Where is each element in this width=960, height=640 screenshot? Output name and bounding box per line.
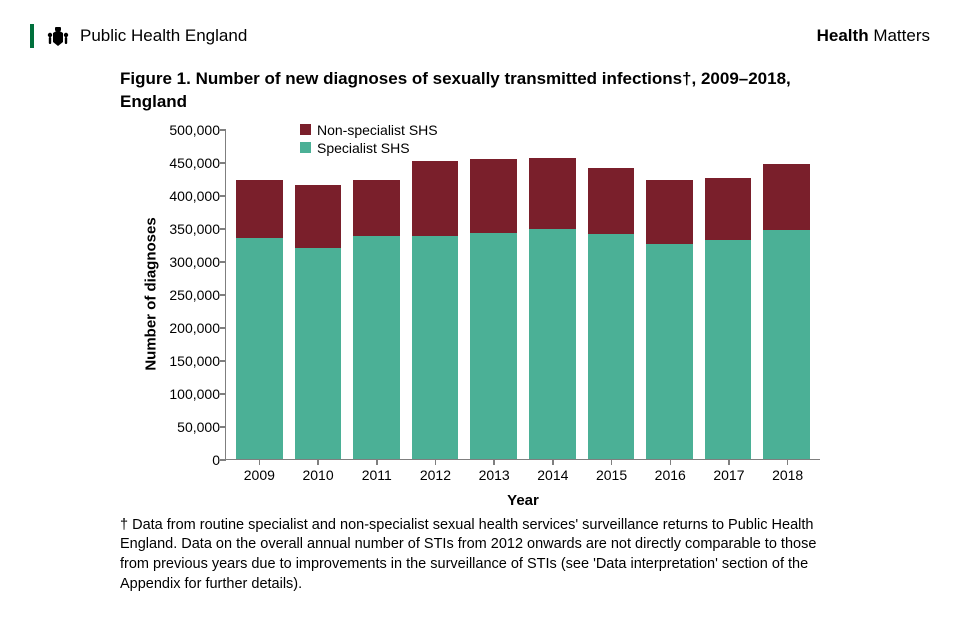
x-tick-label: 2009: [244, 467, 275, 483]
x-tick-label: 2012: [420, 467, 451, 483]
bar-segment-non-specialist: [470, 159, 517, 233]
x-tick-mark: [435, 459, 437, 465]
bar-segment-non-specialist: [295, 185, 342, 248]
header-right-rest: Matters: [869, 26, 930, 45]
brand-text: Public Health England: [80, 26, 247, 46]
y-tick-mark: [220, 360, 226, 362]
x-tick-mark: [728, 459, 730, 465]
y-tick-mark: [220, 195, 226, 197]
y-tick-label: 450,000: [160, 155, 220, 171]
bars-container: [226, 130, 820, 459]
bar-segment-specialist: [529, 229, 576, 459]
bar-segment-specialist: [470, 233, 517, 459]
y-axis-title: Number of diagnoses: [143, 218, 160, 371]
bar-column: [353, 130, 400, 459]
x-tick-label: 2011: [362, 467, 392, 483]
x-tick-mark: [259, 459, 261, 465]
y-tick-mark: [220, 228, 226, 230]
bar-segment-specialist: [353, 236, 400, 458]
figure-title: Figure 1. Number of new diagnoses of sex…: [120, 68, 840, 114]
bar-column: [705, 130, 752, 459]
bar-segment-non-specialist: [588, 168, 635, 234]
x-axis-title: Year: [507, 492, 539, 509]
bar-column: [588, 130, 635, 459]
y-tick-mark: [220, 426, 226, 428]
bar-column: [529, 130, 576, 459]
x-tick-label: 2015: [596, 467, 627, 483]
x-tick-label: 2016: [655, 467, 686, 483]
y-tick-mark: [220, 261, 226, 263]
bar-segment-non-specialist: [529, 158, 576, 229]
x-tick-mark: [493, 459, 495, 465]
y-tick-mark: [220, 129, 226, 131]
y-tick-mark: [220, 162, 226, 164]
brand-block: Public Health England: [30, 24, 247, 48]
y-tick-mark: [220, 327, 226, 329]
x-tick-mark: [611, 459, 613, 465]
bar-column: [295, 130, 342, 459]
content: Figure 1. Number of new diagnoses of sex…: [0, 58, 960, 594]
page-header: Public Health England Health Matters: [0, 0, 960, 58]
y-tick-label: 300,000: [160, 254, 220, 270]
chart: Non-specialist SHS Specialist SHS Number…: [120, 122, 840, 512]
footnote: † Data from routine specialist and non-s…: [120, 516, 840, 594]
y-tick-label: 150,000: [160, 353, 220, 369]
y-tick-mark: [220, 393, 226, 395]
x-tick-mark: [787, 459, 789, 465]
bar-segment-non-specialist: [353, 180, 400, 237]
bar-column: [763, 130, 810, 459]
y-tick-mark: [220, 294, 226, 296]
bar-segment-specialist: [295, 248, 342, 459]
y-tick-label: 0: [160, 452, 220, 468]
x-tick-label: 2017: [713, 467, 744, 483]
bar-segment-specialist: [646, 244, 693, 459]
crest-icon: [44, 24, 72, 48]
header-right-bold: Health: [817, 26, 869, 45]
bar-segment-specialist: [588, 234, 635, 458]
bar-column: [236, 130, 283, 459]
y-tick-label: 50,000: [160, 419, 220, 435]
bar-segment-non-specialist: [646, 180, 693, 245]
x-tick-label: 2014: [537, 467, 568, 483]
x-tick-mark: [317, 459, 319, 465]
bar-segment-specialist: [763, 230, 810, 459]
x-tick-label: 2010: [302, 467, 333, 483]
bar-segment-specialist: [705, 240, 752, 459]
bar-column: [412, 130, 459, 459]
header-right: Health Matters: [817, 26, 930, 46]
bar-segment-specialist: [412, 236, 459, 459]
bar-segment-non-specialist: [705, 178, 752, 239]
plot-area: Number of diagnoses Year 050,000100,0001…: [225, 130, 820, 460]
y-tick-mark: [220, 459, 226, 461]
bar-segment-non-specialist: [236, 180, 283, 238]
y-tick-label: 250,000: [160, 287, 220, 303]
bar-segment-non-specialist: [763, 164, 810, 230]
bar-segment-non-specialist: [412, 161, 459, 236]
y-tick-label: 500,000: [160, 122, 220, 138]
x-tick-mark: [552, 459, 554, 465]
x-tick-mark: [376, 459, 378, 465]
y-tick-label: 400,000: [160, 188, 220, 204]
y-tick-label: 350,000: [160, 221, 220, 237]
bar-column: [646, 130, 693, 459]
bar-column: [470, 130, 517, 459]
x-tick-mark: [670, 459, 672, 465]
y-tick-label: 100,000: [160, 386, 220, 402]
bar-segment-specialist: [236, 238, 283, 459]
x-tick-label: 2018: [772, 467, 803, 483]
y-tick-label: 200,000: [160, 320, 220, 336]
x-tick-label: 2013: [479, 467, 510, 483]
